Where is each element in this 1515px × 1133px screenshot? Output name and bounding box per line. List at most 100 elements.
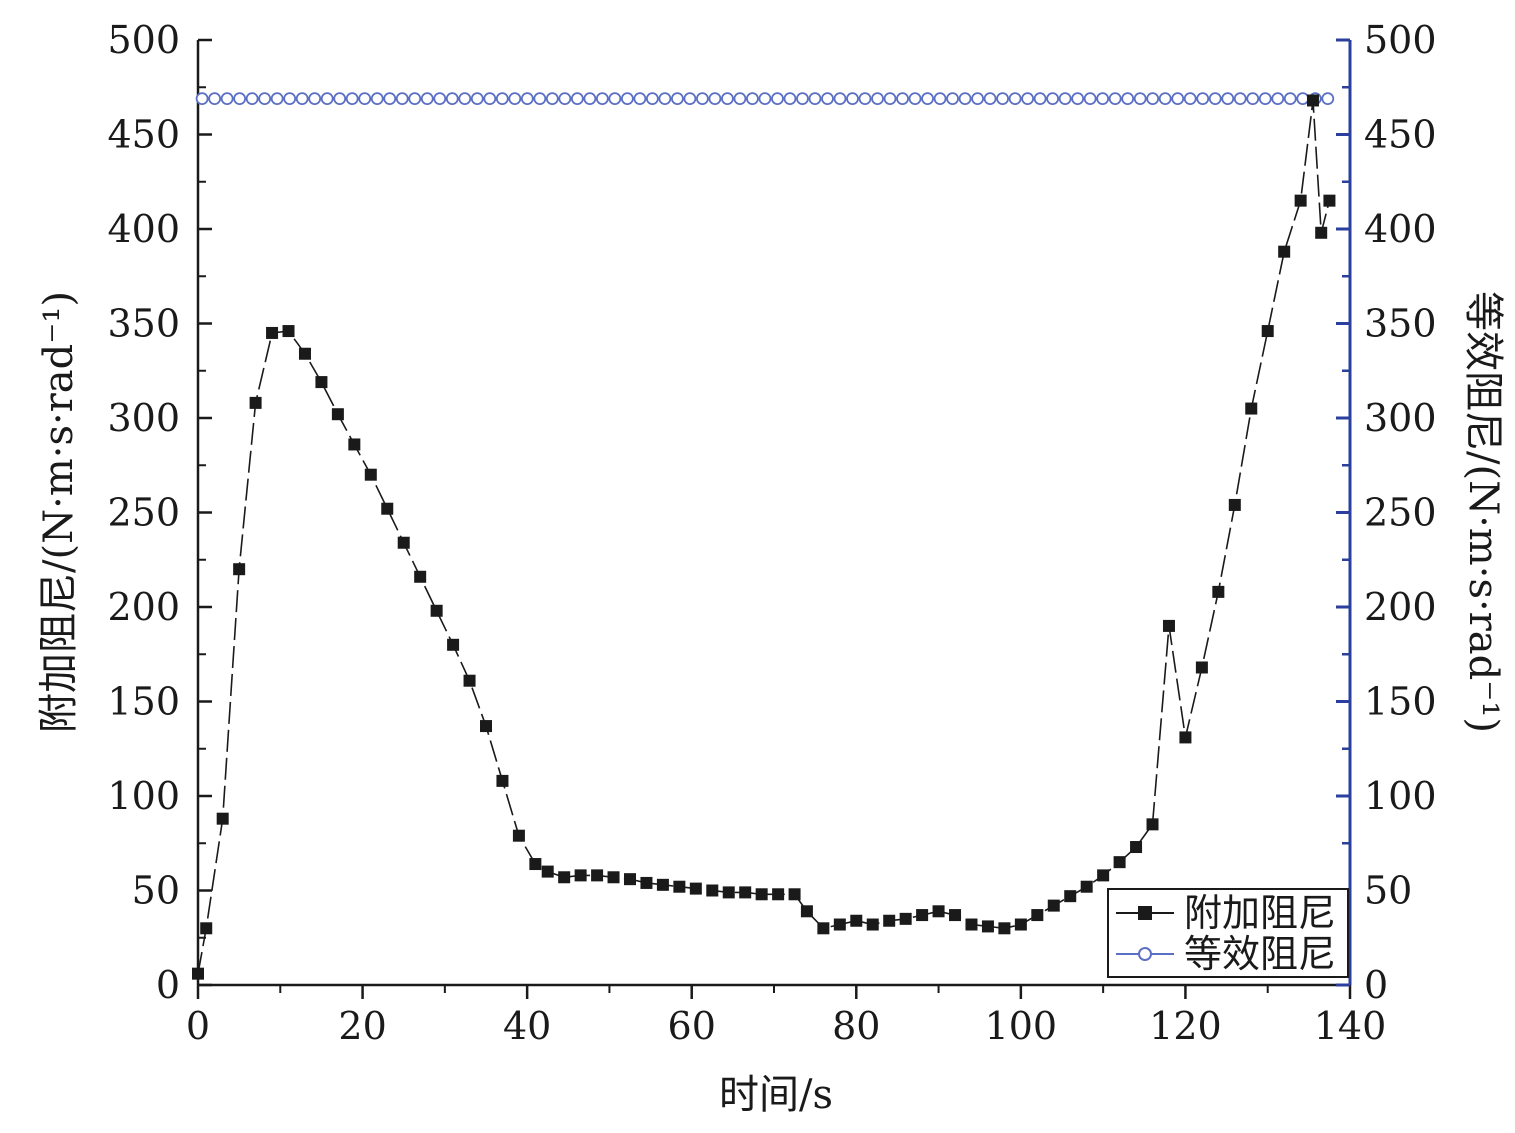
- equivalent-damping-point: [483, 92, 497, 105]
- additional-damping-point: [998, 922, 1011, 935]
- additional-damping-point: [331, 408, 344, 421]
- additional-damping-point: [640, 876, 653, 889]
- additional-damping-point: [200, 922, 213, 935]
- right-y-tick-label: 300: [1364, 396, 1437, 440]
- additional-damping-point: [480, 720, 492, 733]
- equivalent-damping-point: [1033, 92, 1047, 105]
- additional-damping-point: [1323, 194, 1336, 207]
- additional-damping-point: [298, 347, 311, 360]
- additional-damping-point: [932, 905, 945, 918]
- equivalent-damping-point: [971, 92, 984, 105]
- left-y-tick-label: 500: [107, 18, 180, 62]
- x-tick-label: 140: [1314, 1004, 1387, 1048]
- additional-damping-point: [249, 396, 262, 409]
- equivalent-damping-point: [633, 92, 647, 105]
- equivalent-damping-point: [208, 92, 222, 105]
- series-equivalent-damping: [195, 92, 1335, 105]
- additional-damping-point: [1179, 731, 1192, 744]
- equivalent-damping-point: [1071, 92, 1085, 105]
- additional-damping-line: [197, 100, 1331, 974]
- equivalent-damping-point: [746, 92, 759, 105]
- legend-marker-equivalent: [1138, 947, 1152, 961]
- equivalent-damping-point: [1083, 92, 1097, 105]
- equivalent-damping-point: [1146, 92, 1160, 105]
- additional-damping-point: [1146, 818, 1159, 831]
- additional-damping-point: [1306, 94, 1319, 107]
- additional-damping-point: [1031, 909, 1044, 922]
- equivalent-damping-point: [233, 92, 247, 105]
- equivalent-damping-point: [608, 92, 622, 105]
- additional-damping-point: [496, 774, 509, 787]
- equivalent-damping-point: [258, 92, 272, 105]
- equivalent-damping-point: [1183, 92, 1197, 105]
- additional-damping-point: [850, 914, 863, 927]
- x-axis-title: 时间/s: [719, 1072, 833, 1118]
- legend-label-equivalent: 等效阻尼: [1184, 932, 1336, 976]
- additional-damping-point: [689, 882, 702, 895]
- legend-box: [1107, 888, 1349, 978]
- equivalent-damping-point: [808, 92, 822, 105]
- equivalent-damping-point: [458, 92, 472, 105]
- additional-damping-point: [673, 880, 686, 893]
- additional-damping-point: [1064, 890, 1077, 903]
- additional-damping-point: [192, 967, 204, 980]
- equivalent-damping-point: [283, 92, 297, 105]
- equivalent-damping-point: [220, 92, 234, 105]
- additional-damping-point: [833, 918, 846, 931]
- additional-damping-point: [397, 536, 410, 549]
- additional-damping-point: [266, 326, 279, 339]
- additional-damping-point: [216, 812, 229, 825]
- equivalent-damping-point: [308, 92, 322, 105]
- additional-damping-point: [624, 873, 636, 886]
- equivalent-damping-point: [696, 92, 709, 105]
- left-y-tick-label: 250: [107, 491, 180, 535]
- additional-damping-point: [1315, 226, 1328, 239]
- equivalent-damping-point: [846, 92, 859, 105]
- equivalent-damping-point: [833, 92, 847, 105]
- left-y-tick-label: 300: [107, 396, 180, 440]
- equivalent-damping-point: [733, 92, 747, 105]
- additional-damping-point: [866, 918, 879, 931]
- left-axis-title: 附加阻尼/(N·m·s·rad⁻¹): [36, 291, 82, 733]
- axes: 0 20 40 60 80 100 120 1400501001502002503003504…: [107, 18, 1436, 1048]
- right-y-tick-label: 500: [1364, 18, 1437, 62]
- right-y-tick-label: 350: [1364, 302, 1437, 346]
- additional-damping-point: [1097, 869, 1110, 882]
- additional-damping-point: [1047, 899, 1060, 912]
- equivalent-damping-point: [1046, 92, 1060, 105]
- left-y-tick-label: 0: [156, 963, 180, 1007]
- equivalent-damping-point: [1296, 92, 1310, 105]
- equivalent-damping-point: [1158, 92, 1172, 105]
- equivalent-damping-point: [620, 92, 634, 105]
- equivalent-damping-point: [1283, 92, 1297, 105]
- additional-damping-point: [1195, 661, 1208, 674]
- equivalent-damping-point: [295, 92, 309, 105]
- additional-damping-point: [1261, 325, 1274, 338]
- equivalent-damping-point: [345, 92, 359, 105]
- additional-damping-point: [899, 912, 912, 925]
- equivalent-damping-point: [1096, 92, 1110, 105]
- additional-damping-point: [656, 878, 669, 891]
- equivalent-damping-point: [1058, 92, 1072, 105]
- additional-damping-point: [1113, 856, 1126, 869]
- equivalent-damping-point: [445, 92, 459, 105]
- legend-marker-additional: [1138, 906, 1152, 920]
- additional-damping-point: [315, 376, 328, 389]
- additional-damping-point: [965, 918, 978, 931]
- equivalent-damping-point: [1258, 92, 1272, 105]
- equivalent-damping-point: [1133, 92, 1147, 105]
- equivalent-damping-point: [495, 92, 509, 105]
- equivalent-damping-point: [320, 92, 334, 105]
- equivalent-damping-point: [508, 92, 522, 105]
- x-tick-label: 80: [832, 1004, 880, 1048]
- equivalent-damping-point: [1221, 92, 1235, 105]
- equivalent-damping-point: [883, 92, 897, 105]
- left-y-tick-label: 150: [107, 680, 180, 724]
- additional-damping-point: [739, 886, 752, 899]
- equivalent-damping-point: [1171, 92, 1185, 105]
- additional-damping-point: [591, 869, 604, 882]
- equivalent-damping-point: [771, 92, 784, 105]
- additional-damping-point: [574, 869, 587, 882]
- x-tick-label: 100: [985, 1004, 1058, 1048]
